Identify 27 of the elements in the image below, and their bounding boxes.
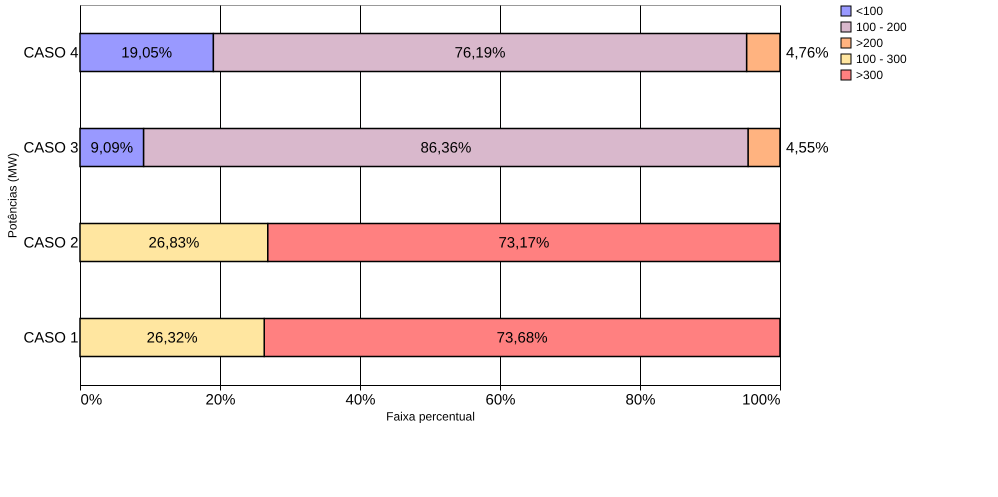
y-tick-label: CASO 2 (23, 234, 78, 252)
legend-label: >200 (856, 36, 884, 50)
x-tick-label: 60% (485, 392, 516, 408)
data-label: 4,76% (786, 44, 829, 62)
x-tick-label: 100% (742, 392, 780, 408)
x-tick-label: 0% (80, 392, 102, 408)
legend-label: 100 - 300 (856, 52, 908, 66)
legend-label: >300 (856, 68, 884, 82)
y-axis-title: Potências (MW) (5, 152, 20, 238)
legend-label: <100 (856, 4, 884, 18)
data-label: 9,09% (90, 140, 134, 156)
data-label: 73,68% (496, 330, 548, 346)
data-label: 26,32% (146, 330, 198, 346)
x-tick-label: 40% (345, 392, 376, 408)
legend-label: 100 - 200 (856, 20, 908, 34)
y-tick-label: CASO 4 (23, 44, 78, 62)
data-label: 86,36% (420, 140, 472, 156)
data-label: 26,83% (148, 234, 200, 252)
data-label: 73,17% (498, 234, 550, 252)
y-tick-label: CASO 3 (23, 140, 78, 156)
x-tick-label: 80% (625, 392, 656, 408)
data-label: 19,05% (121, 44, 172, 62)
x-axis-title: Faixa percentual (386, 410, 475, 424)
data-label: 76,19% (454, 44, 506, 62)
x-tick-label: 20% (205, 392, 236, 408)
y-tick-label: CASO 1 (23, 330, 78, 346)
data-label: 4,55% (786, 140, 829, 156)
